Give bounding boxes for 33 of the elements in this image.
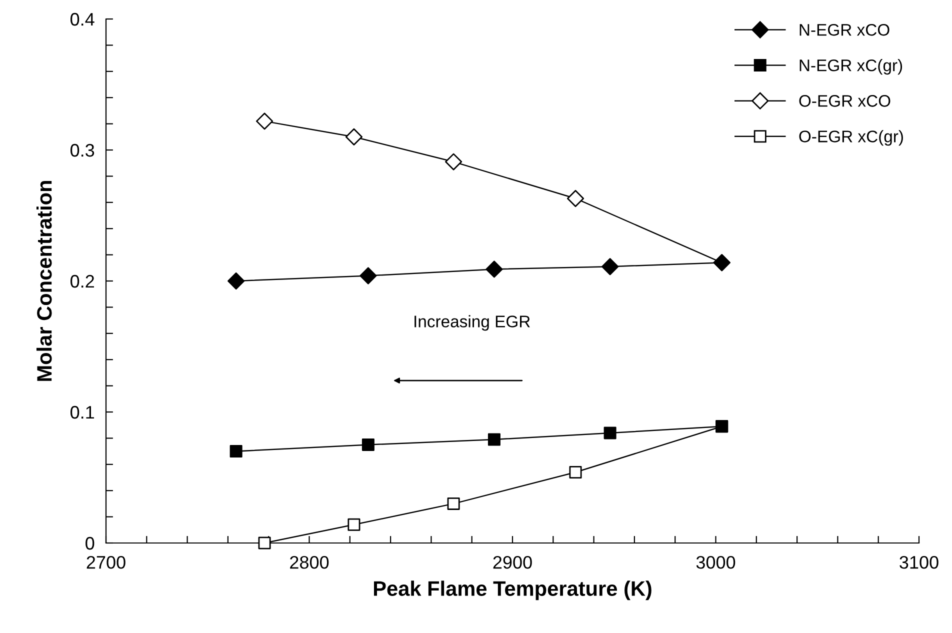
legend-label: O-EGR xC(gr) <box>799 130 903 146</box>
y-tick-label: 0.1 <box>70 406 94 419</box>
point <box>488 433 500 446</box>
point <box>447 497 460 510</box>
point <box>258 536 271 550</box>
legend-label: N-EGR xC(gr) <box>800 59 902 75</box>
x-tick-label: 2800 <box>290 556 329 569</box>
y-tick-label: 0.3 <box>70 144 94 157</box>
point <box>566 190 584 208</box>
y-axis-title: Molar Concentration <box>36 181 52 381</box>
point <box>362 438 374 451</box>
legend-label: N-EGR xCO <box>800 24 890 36</box>
point <box>486 260 503 278</box>
x-tick-label: 3000 <box>696 556 736 569</box>
y-tick-label: 0.4 <box>70 12 94 26</box>
y-tick-label: 0.2 <box>70 274 94 288</box>
point <box>445 153 462 170</box>
x-tick-label: 2900 <box>493 556 532 569</box>
point <box>348 518 360 531</box>
x-tick-label: 2700 <box>86 556 126 569</box>
point <box>360 267 377 284</box>
point <box>230 445 242 458</box>
point <box>604 426 616 440</box>
annotation: Increasing EGR <box>414 315 530 331</box>
legend-label: O-EGR xCO <box>799 95 890 107</box>
point <box>256 112 274 130</box>
y-tick-label: 0 <box>86 536 94 550</box>
point <box>228 272 245 290</box>
x-tick-label: 3100 <box>900 556 938 569</box>
point <box>569 466 582 479</box>
point <box>345 128 363 146</box>
point <box>602 258 619 276</box>
x-axis-title: Peak Flame Temperature (K) <box>374 580 652 600</box>
